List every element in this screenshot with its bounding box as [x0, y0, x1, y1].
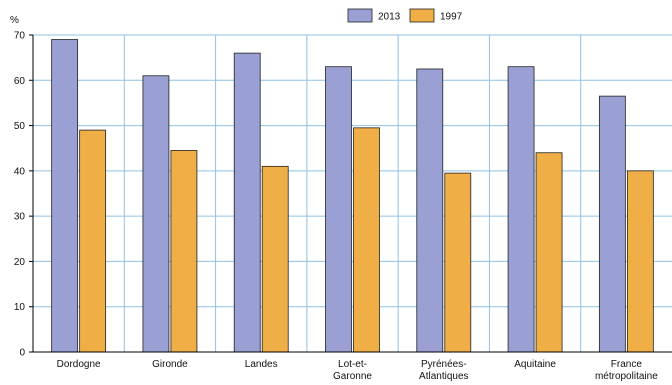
bar-2013-2	[233, 52, 261, 353]
axes	[29, 34, 672, 353]
legend-label-1997: 1997	[440, 12, 463, 23]
y-tick-label: 50	[14, 121, 26, 132]
x-tick-label: Gironde	[152, 359, 188, 370]
x-tick-label: Garonne	[333, 371, 372, 382]
legend-label-2013: 2013	[378, 12, 401, 23]
x-tick-label: métropolitaine	[595, 371, 658, 382]
legend-swatch-1997	[409, 8, 435, 23]
gridlines	[33, 34, 672, 352]
x-tick-label: Aquitaine	[514, 359, 556, 370]
y-tick-labels: 0 10 20 30 40 50 60 70	[14, 31, 26, 359]
x-tick-label: Landes	[245, 359, 278, 370]
x-tick-label: Dordogne	[57, 359, 101, 370]
y-tick-label: 30	[14, 212, 26, 223]
bar-2013-4	[416, 68, 444, 353]
bar-2013-0	[51, 39, 79, 353]
bar-2013-6	[598, 95, 626, 353]
x-tick-label: Lot-et-	[338, 359, 367, 370]
bar-1997-2	[261, 165, 289, 353]
bar-2013-5	[507, 66, 535, 353]
y-tick-label: 0	[19, 348, 25, 359]
y-tick-label: 20	[14, 257, 26, 268]
y-tick-label: 40	[14, 166, 26, 177]
y-axis-unit: %	[10, 15, 19, 26]
y-tick-label: 70	[14, 31, 26, 42]
bar-2013-1	[142, 75, 170, 353]
bar-1997-4	[444, 172, 472, 353]
x-tick-labels: Dordogne Gironde Landes Lot-et-Garonne Pyrén…	[57, 359, 659, 382]
bar-1997-1	[170, 150, 198, 353]
bar-1997-5	[535, 152, 563, 353]
legend: 2013 1997	[347, 8, 463, 23]
x-tick-label: Atlantiques	[419, 371, 468, 382]
bar-2013-3	[325, 66, 352, 353]
legend-swatch-2013	[347, 8, 373, 23]
y-tick-label: 60	[14, 76, 26, 87]
x-tick-label: Pyrénées-	[421, 359, 467, 370]
bar-1997-0	[79, 129, 107, 353]
bar-1997-6	[626, 170, 654, 353]
x-tick-label: France	[611, 359, 643, 370]
y-tick-label: 10	[14, 302, 26, 313]
bar-1997-3	[353, 127, 380, 353]
bars	[51, 39, 654, 353]
